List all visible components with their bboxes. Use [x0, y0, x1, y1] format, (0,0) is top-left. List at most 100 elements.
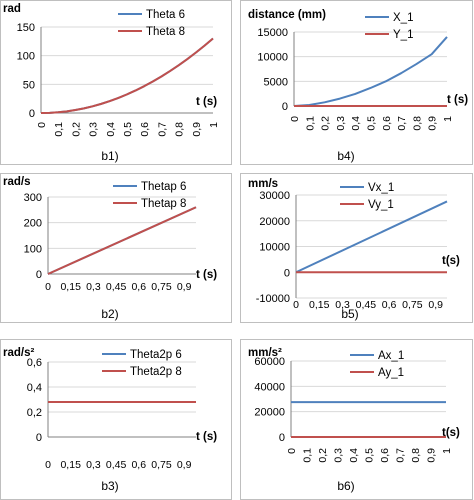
y-tick-label: 0: [29, 108, 35, 120]
x-tick-label: 0,15: [60, 459, 81, 471]
y-tick-label: 0: [279, 432, 285, 444]
x-tick-label: 0: [45, 459, 51, 471]
series-line-theta-8: [40, 37, 214, 114]
x-tick-label: 0,7: [156, 122, 168, 137]
legend-label: Ay_1: [378, 367, 404, 379]
panel-frame: [0, 0, 232, 165]
x-tick-label: 0: [293, 299, 299, 311]
y-tick-label: 100: [24, 243, 42, 255]
y-axis-label: mm/s: [248, 178, 278, 190]
x-tick-label: 0,5: [366, 116, 378, 131]
x-tick-label: 0,4: [348, 448, 360, 463]
x-axis-label: t(s): [442, 427, 460, 439]
y-axis-label: mm/s²: [248, 347, 282, 359]
x-tick-label: 0,9: [177, 459, 192, 471]
legend-label: X_1: [393, 12, 413, 24]
x-tick-label: 0,4: [105, 122, 117, 137]
x-tick-label: 0,6: [382, 299, 397, 311]
x-tick-label: 0,75: [151, 281, 172, 293]
x-tick-label: 0,3: [86, 459, 101, 471]
x-tick-label: 0,9: [427, 116, 439, 131]
y-tick-label: 0: [284, 267, 290, 279]
x-tick-label: 0,45: [106, 281, 127, 293]
x-tick-label: 0,8: [410, 448, 422, 463]
x-tick-label: 0,6: [139, 122, 151, 137]
x-tick-label: 0,15: [309, 299, 330, 311]
y-tick-label: 200: [24, 218, 42, 230]
panel-frame: [0, 173, 232, 323]
panel-frame: [240, 0, 473, 165]
x-axis-label: t (s): [196, 431, 217, 443]
panel-caption: b6): [337, 479, 354, 493]
panel-frame: [240, 173, 473, 323]
y-axis-label: rad/s²: [3, 347, 34, 359]
y-tick-label: 5000: [264, 76, 288, 88]
x-tick-label: 0,7: [396, 116, 408, 131]
x-tick-label: 0,3: [333, 448, 345, 463]
x-tick-label: 0,2: [317, 448, 329, 463]
legend-label: Theta2p 6: [130, 349, 182, 361]
x-tick-label: 0,8: [174, 122, 186, 137]
x-tick-label: 0,2: [70, 122, 82, 137]
x-tick-label: 0,9: [191, 122, 203, 137]
y-tick-label: 0,6: [27, 357, 42, 369]
x-tick-label: 0: [45, 281, 51, 293]
y-tick-label: 30000: [259, 190, 290, 202]
panel-caption: b1): [101, 149, 118, 163]
y-tick-label: 0: [282, 101, 288, 113]
series-line-theta-6: [40, 37, 214, 114]
x-tick-label: 1: [442, 116, 454, 122]
x-axis-label: t (s): [196, 96, 217, 108]
y-tick-label: 50: [23, 79, 35, 91]
x-tick-label: 0,15: [60, 281, 81, 293]
x-axis-label: t(s): [442, 255, 460, 267]
x-tick-label: 0,9: [426, 448, 438, 463]
x-tick-label: 0,5: [122, 122, 134, 137]
x-axis-label: t (s): [196, 269, 217, 281]
x-tick-label: 0,6: [131, 459, 146, 471]
series-line-x_1: [293, 36, 448, 107]
legend-label: Thetap 8: [141, 198, 186, 210]
chart-panel-b1: 0 50 100 150 0 0,1 0,2 0,3 0,4 0,5 0,6 0,7 0,8 0,9 1 Th…: [0, 0, 232, 165]
legend-label: Y_1: [393, 29, 413, 41]
y-tick-label: 150: [17, 22, 35, 34]
y-tick-label: 0,2: [27, 407, 42, 419]
y-tick-label: 60000: [254, 356, 285, 368]
y-tick-label: 20000: [254, 407, 285, 419]
x-tick-label: 0,8: [411, 116, 423, 131]
x-tick-label: 0,3: [335, 116, 347, 131]
x-tick-label: 0,3: [335, 299, 350, 311]
y-axis-label: distance (mm): [248, 9, 326, 21]
x-tick-label: 0,4: [350, 116, 362, 131]
x-tick-label: 0: [286, 448, 298, 454]
x-tick-label: 0,5: [364, 448, 376, 463]
x-tick-label: 0,9: [177, 281, 192, 293]
x-tick-label: 1: [208, 122, 220, 128]
x-tick-label: 0,75: [151, 459, 172, 471]
legend-label: Vx_1: [368, 182, 394, 194]
y-axis-label: rad/s: [3, 176, 31, 188]
x-axis-label: t (s): [447, 94, 468, 106]
legend-label: Theta2p 8: [130, 366, 182, 378]
series-line-thetap-8: [47, 206, 197, 275]
y-tick-label: 100: [17, 51, 35, 63]
series-line-vx_1: [295, 200, 448, 274]
panel-caption: b2): [101, 307, 118, 321]
panel-caption: b4): [337, 149, 354, 163]
x-tick-label: 0: [289, 116, 301, 122]
x-tick-label: 0,7: [395, 448, 407, 463]
y-tick-label: 15000: [257, 27, 288, 39]
x-tick-label: 0,1: [53, 122, 65, 137]
y-tick-label: 0: [36, 432, 42, 444]
chart-panel-b2: 0 100 200 300 0 0,15 0,3 0,45 0,6 0,75 0,9 Thetap 6…: [0, 173, 232, 323]
legend-label: Vy_1: [368, 199, 394, 211]
legend-label: Ax_1: [378, 350, 404, 362]
y-axis-label: rad: [3, 3, 21, 15]
chart-panel-b3: 0 0,2 0,4 0,6 0 0,15 0,3 0,45 0,6 0,75 0,9 Theta2p …: [0, 339, 232, 500]
x-tick-label: 0: [36, 122, 48, 128]
legend-label: Theta 8: [146, 26, 185, 38]
panel-caption: b5): [341, 307, 358, 321]
